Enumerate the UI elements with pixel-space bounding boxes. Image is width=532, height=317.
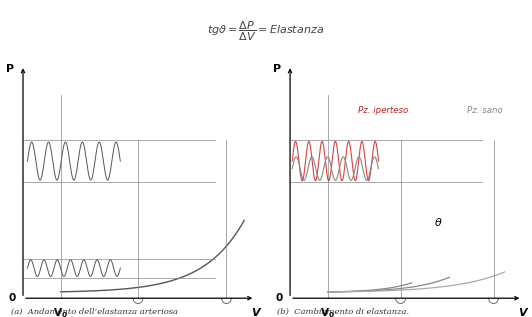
Text: V: V xyxy=(251,308,260,317)
Text: P: P xyxy=(273,64,281,74)
Text: P: P xyxy=(6,64,14,74)
Text: (b)  Cambiamento di elastanza.: (b) Cambiamento di elastanza. xyxy=(277,307,409,315)
Text: $\mathbf{V_0}$: $\mathbf{V_0}$ xyxy=(320,306,335,317)
Text: V: V xyxy=(518,308,527,317)
Text: 0: 0 xyxy=(276,293,282,303)
Text: (a)  Andamento dell’elastanza arteriosa: (a) Andamento dell’elastanza arteriosa xyxy=(11,307,178,315)
Text: 0: 0 xyxy=(9,293,15,303)
Text: $\mathbf{V_0}$: $\mathbf{V_0}$ xyxy=(53,306,68,317)
Text: $tg\vartheta = \dfrac{\Delta P}{\Delta V} = Elastanza$: $tg\vartheta = \dfrac{\Delta P}{\Delta V… xyxy=(207,20,325,43)
Text: Pz. iperteso: Pz. iperteso xyxy=(358,106,408,115)
Text: Pz. sano: Pz. sano xyxy=(467,106,503,115)
Text: θ: θ xyxy=(435,218,442,228)
